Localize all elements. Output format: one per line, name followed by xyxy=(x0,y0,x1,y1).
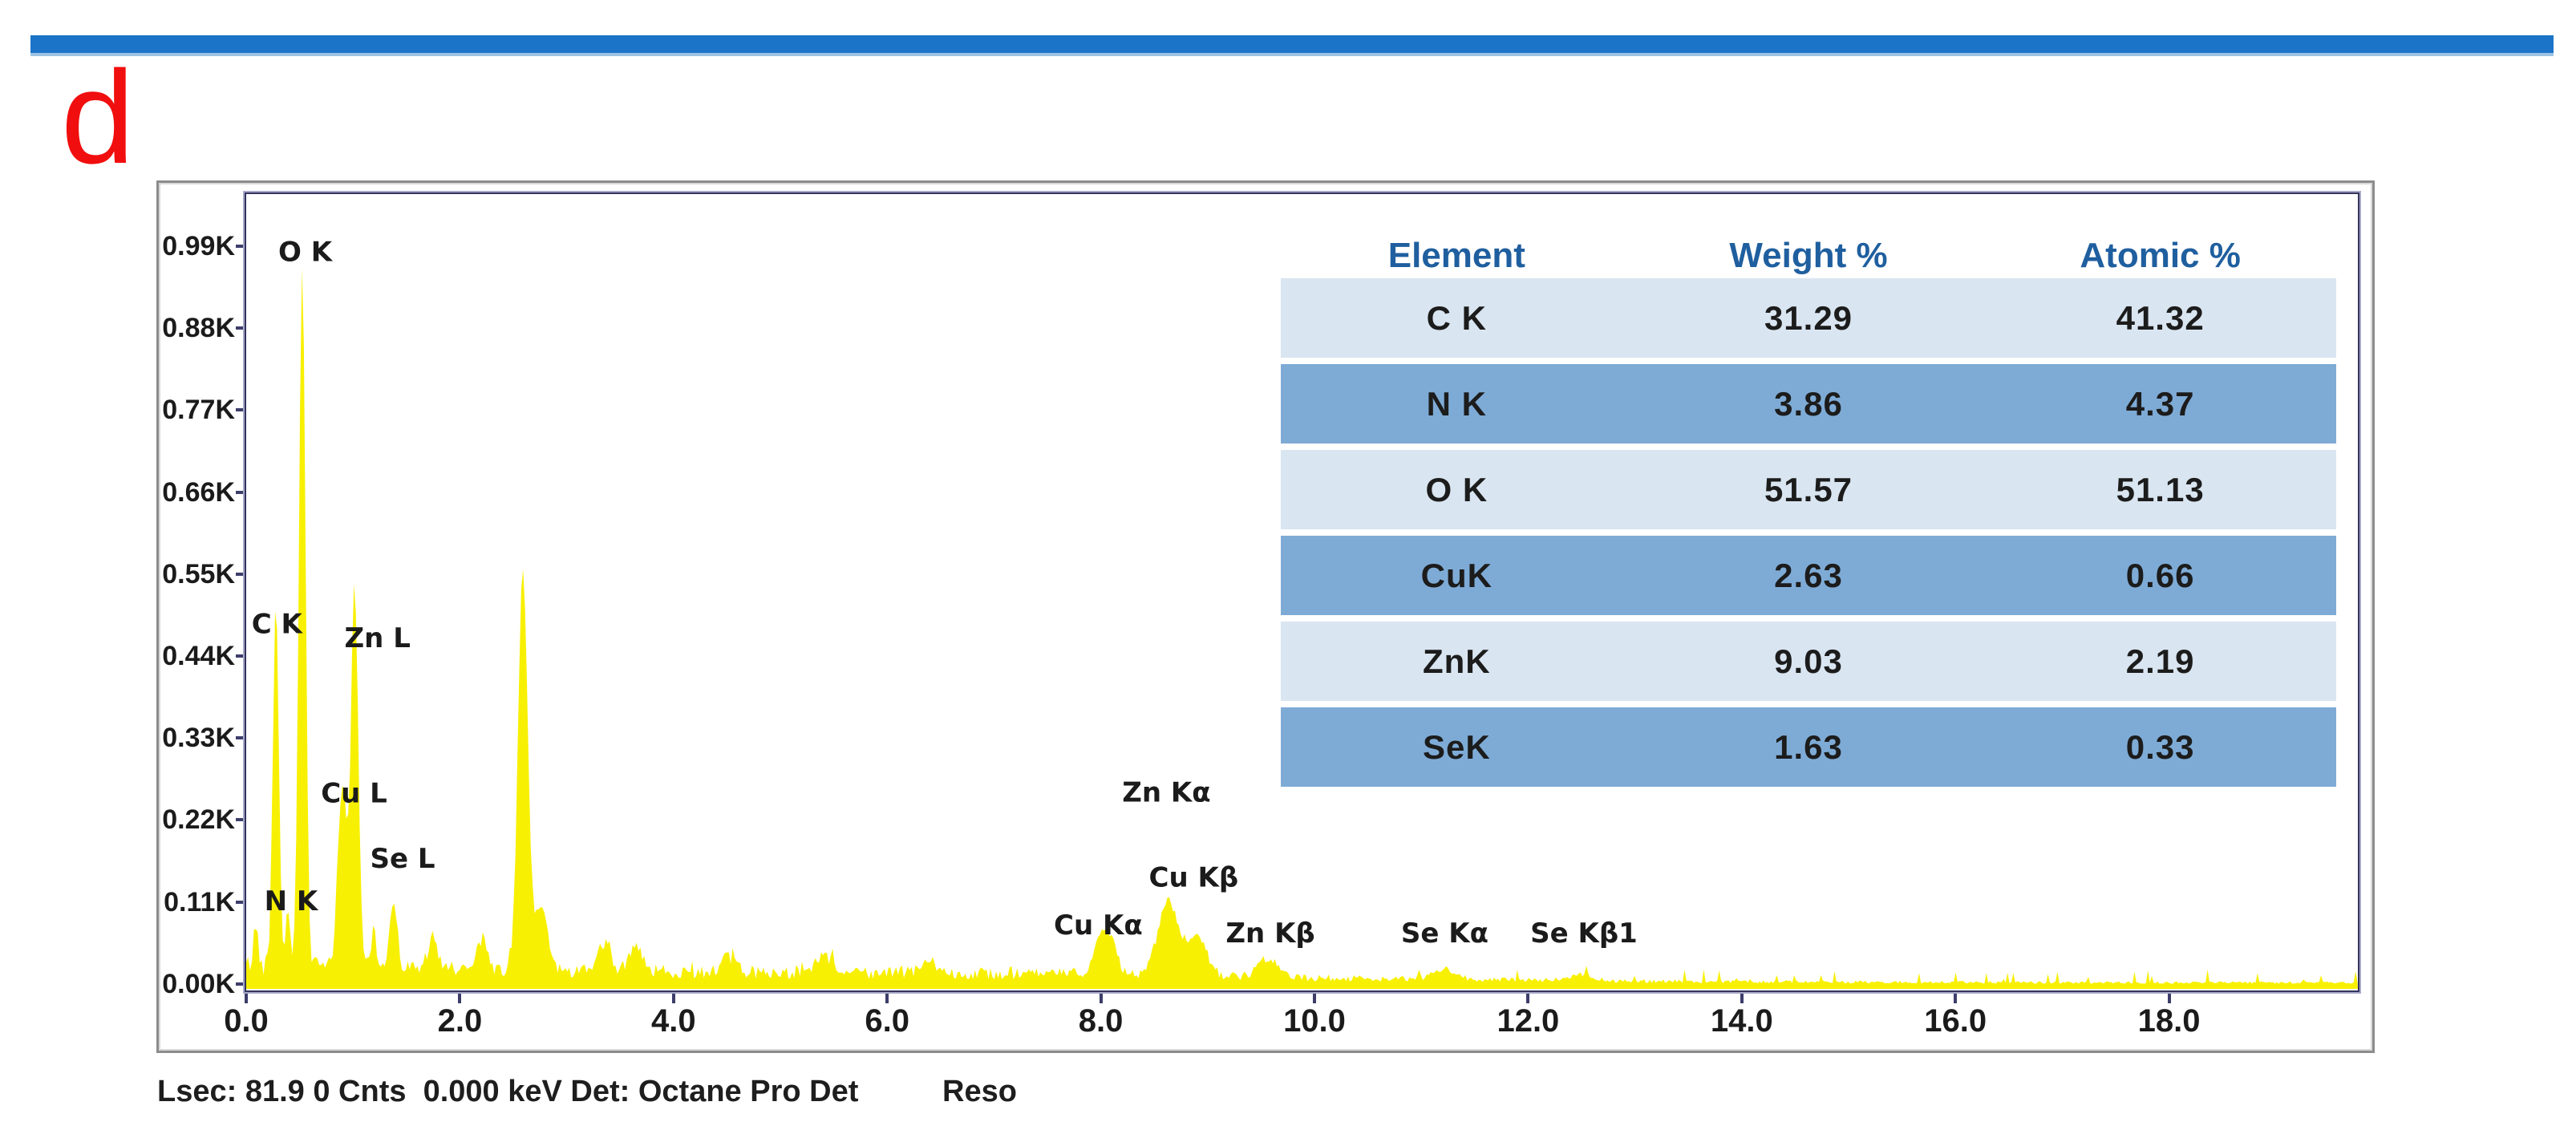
y-tick-mark xyxy=(236,245,243,248)
x-tick-label: 14.0 xyxy=(1710,1003,1773,1039)
peak-label-n-k: N K xyxy=(265,885,319,917)
y-tick-mark xyxy=(236,736,243,740)
table-cell: 51.13 xyxy=(2116,470,2205,508)
table-cell: 31.29 xyxy=(1764,298,1853,337)
table-cell: SeK xyxy=(1422,727,1491,766)
y-tick-mark xyxy=(236,408,243,412)
x-tick-mark xyxy=(1099,994,1103,1003)
table-row-ok: O K 51.57 51.13 xyxy=(1281,450,2336,529)
y-tick-label: 0.11K xyxy=(164,886,235,917)
y-tick-label: 0.22K xyxy=(162,804,235,836)
table-cell: N K xyxy=(1426,384,1487,423)
top-banner-bar xyxy=(30,35,2554,53)
table-cell: 4.37 xyxy=(2125,384,2195,423)
peak-label-zn-kα: Zn Kα xyxy=(1122,776,1210,808)
table-cell: 9.03 xyxy=(1774,642,1843,680)
x-tick-label: 8.0 xyxy=(1078,1003,1124,1039)
y-tick-label: 0.66K xyxy=(162,476,235,508)
table-row-cuk: CuK 2.63 0.66 xyxy=(1281,536,2336,615)
table-cell: 0.66 xyxy=(2125,556,2195,594)
peak-label-cu-l: Cu L xyxy=(321,777,387,809)
x-tick-mark xyxy=(1740,994,1744,1003)
table-header-cell: Weight % xyxy=(1729,236,1888,275)
table-row-sek: SeK 1.63 0.33 xyxy=(1281,707,2336,787)
x-tick-mark xyxy=(885,994,889,1003)
x-tick-mark xyxy=(245,994,248,1003)
x-tick-mark xyxy=(671,994,675,1003)
peak-label-o-k: O K xyxy=(278,237,334,269)
status-bar-reso-text: Reso xyxy=(942,1075,1017,1108)
x-tick-label: 0.0 xyxy=(224,1003,269,1039)
x-tick-mark xyxy=(1313,994,1316,1003)
y-tick-mark xyxy=(236,326,243,330)
peak-label-cu-kβ: Cu Kβ xyxy=(1149,861,1239,893)
y-tick-mark xyxy=(236,818,243,822)
table-header-row: Element Weight % Atomic % xyxy=(1281,235,2336,277)
table-cell: 1.63 xyxy=(1774,727,1843,766)
x-tick-label: 2.0 xyxy=(437,1003,483,1039)
x-tick-label: 12.0 xyxy=(1497,1003,1560,1039)
table-cell: 51.57 xyxy=(1764,470,1853,508)
y-tick-label: 0.00K xyxy=(162,968,235,999)
table-cell: 2.19 xyxy=(2125,642,2195,680)
peak-label-se-kβ1: Se Kβ1 xyxy=(1530,917,1638,950)
peak-label-c-k: C K xyxy=(252,608,304,640)
y-tick-mark xyxy=(236,490,243,494)
x-tick-mark xyxy=(2167,994,2171,1003)
y-tick-mark xyxy=(236,654,243,658)
peak-label-se-l: Se L xyxy=(371,843,435,875)
table-header-cell: Element xyxy=(1387,236,1525,275)
table-header-cell: Atomic % xyxy=(2080,236,2241,275)
peak-label-se-kα: Se Kα xyxy=(1401,917,1488,950)
x-tick-label: 6.0 xyxy=(865,1003,909,1039)
quantification-table: Element Weight % Atomic % C K 31.29 41.32 N K… xyxy=(1281,235,2336,793)
y-tick-mark xyxy=(236,982,243,986)
y-tick-mark xyxy=(236,572,243,576)
x-tick-mark xyxy=(458,994,462,1003)
y-tick-label: 0.99K xyxy=(162,231,235,261)
x-tick-mark xyxy=(1526,994,1530,1003)
top-banner-underline xyxy=(30,53,2554,56)
y-tick-label: 0.44K xyxy=(162,641,235,671)
y-tick-mark xyxy=(236,900,243,904)
table-row-ck: C K 31.29 41.32 xyxy=(1281,278,2336,358)
y-tick-label: 0.88K xyxy=(162,313,235,344)
peak-label-zn-l: Zn L xyxy=(345,622,411,654)
x-tick-label: 18.0 xyxy=(2137,1003,2201,1039)
x-tick-label: 4.0 xyxy=(650,1003,696,1039)
table-cell: O K xyxy=(1425,470,1488,508)
table-body: C K 31.29 41.32 N K 3.86 4.37 O K 51.57 51.13 CuK… xyxy=(1281,278,2336,787)
x-tick-mark xyxy=(1954,994,1958,1003)
table-row-nk: N K 3.86 4.37 xyxy=(1281,364,2336,444)
table-cell: 0.33 xyxy=(2125,727,2195,766)
status-bar-text: Lsec: 81.9 0 Cnts 0.000 keV Det: Octane … xyxy=(157,1075,859,1108)
x-tick-label: 10.0 xyxy=(1283,1003,1346,1039)
table-cell: 3.86 xyxy=(1774,384,1843,423)
y-tick-label: 0.33K xyxy=(162,723,235,754)
table-row-znk: ZnK 9.03 2.19 xyxy=(1281,622,2336,701)
y-tick-label: 0.55K xyxy=(162,558,235,589)
table-cell: 2.63 xyxy=(1774,556,1843,594)
table-cell: C K xyxy=(1426,298,1487,337)
panel-letter-label: d xyxy=(61,43,135,191)
peak-label-cu-kα: Cu Kα xyxy=(1054,909,1143,942)
peak-label-zn-kβ: Zn Kβ xyxy=(1225,917,1314,950)
table-cell: CuK xyxy=(1420,556,1493,594)
table-cell: 41.32 xyxy=(2116,298,2205,337)
y-tick-label: 0.77K xyxy=(162,395,235,426)
x-tick-label: 16.0 xyxy=(1924,1003,1987,1039)
table-cell: ZnK xyxy=(1423,642,1491,680)
